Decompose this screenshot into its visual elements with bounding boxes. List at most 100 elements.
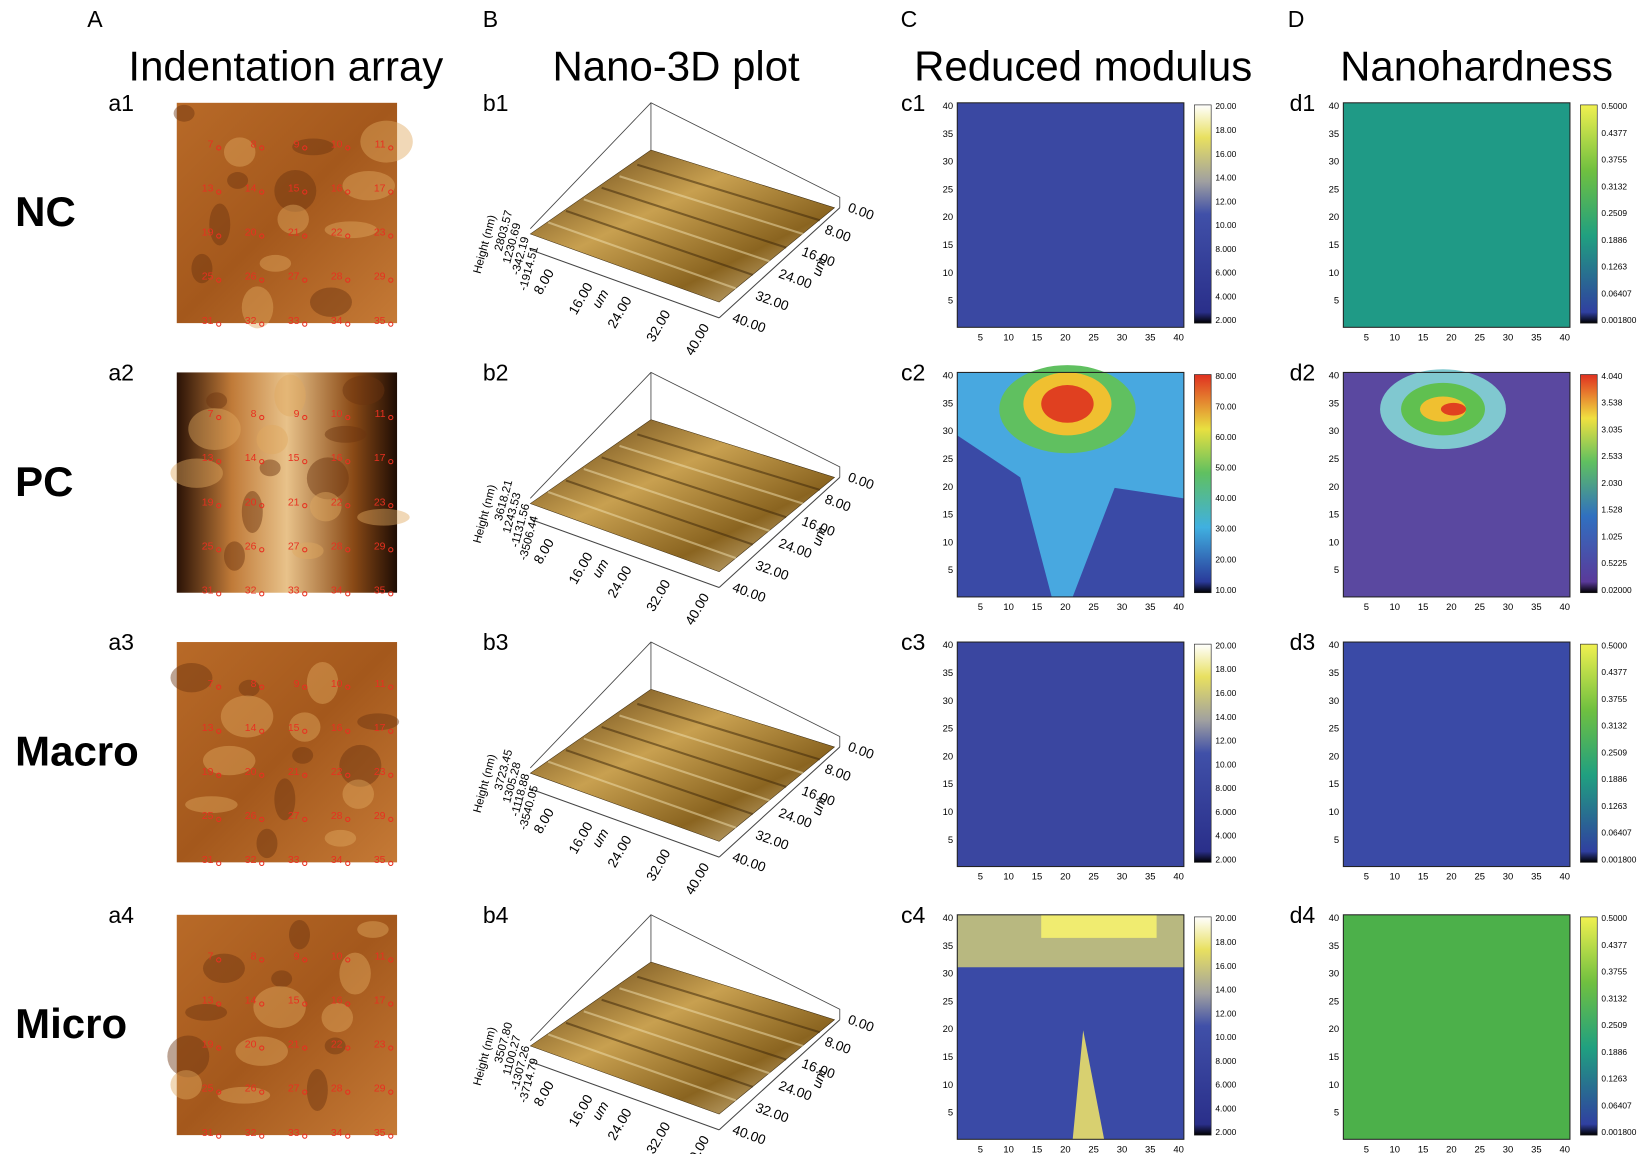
y-tick-label: 20: [943, 212, 954, 223]
x-tick-label: 30: [1503, 602, 1514, 613]
colorbar-label: 0.1886: [1601, 1047, 1627, 1057]
colorbar-label: 2.000: [1215, 1127, 1236, 1137]
indent-label: 34: [331, 316, 343, 327]
x-tick-label: 20: [1060, 1144, 1071, 1154]
y-tick-label: 35: [943, 668, 954, 679]
indent-label: 7: [208, 140, 214, 151]
y-tick-label: 40: [1329, 101, 1340, 112]
y-tick-label: 32.00: [754, 558, 792, 584]
indent-label: 34: [331, 1128, 343, 1139]
colorbar: [1194, 917, 1211, 1135]
y-tick-label: 32.00: [754, 1100, 792, 1126]
x-tick-label: 35: [1531, 602, 1542, 613]
panel-id: c3: [901, 629, 925, 655]
x-tick-label: 32.00: [643, 1119, 673, 1154]
indent-label: 20: [245, 1040, 257, 1051]
x-tick-label: 15: [1418, 872, 1429, 883]
colorbar-label: 16.00: [1215, 149, 1236, 159]
x-tick-label: 24.00: [605, 293, 635, 330]
x-tick-label: 5: [978, 332, 983, 343]
indent-label: 32: [245, 1128, 257, 1139]
colorbar: [1194, 105, 1211, 323]
indent-label: 21: [288, 767, 300, 778]
y-tick-label: 8.00: [823, 491, 853, 514]
indent-label: 17: [374, 723, 386, 734]
y-tick-label: 8.00: [823, 1034, 853, 1057]
colorbar-label: 18.00: [1215, 664, 1236, 674]
indent-label: 19: [202, 767, 214, 778]
colorbar-label: 20.00: [1215, 554, 1236, 564]
x-tick-label: 40: [1559, 602, 1570, 613]
indent-label: 33: [288, 585, 300, 596]
afm-grain: [357, 509, 409, 526]
colorbar-label: 0.4377: [1601, 667, 1627, 677]
afm-grain: [343, 779, 374, 808]
colorbar-label: 40.00: [1215, 493, 1236, 503]
colorbar-label: 2.000: [1215, 854, 1236, 864]
indent-label: 13: [202, 184, 214, 195]
indent-label: 27: [288, 811, 300, 822]
x-tick-label: 40: [1173, 1144, 1184, 1154]
x-tick-label: 40: [1559, 872, 1570, 883]
indent-label: 28: [331, 1084, 343, 1095]
y-tick-label: 30: [1329, 696, 1340, 707]
x-tick-label: 20: [1446, 1144, 1457, 1154]
indent-label: 7: [208, 679, 214, 690]
indent-label: 35: [374, 585, 386, 596]
colorbar-label: 0.5000: [1601, 640, 1627, 650]
colorbar-label: 0.3132: [1601, 721, 1627, 731]
colorbar-label: 0.5225: [1601, 558, 1627, 568]
y-tick-label: 5: [948, 296, 953, 307]
colorbar-label: 10.00: [1215, 585, 1236, 595]
y-tick-label: 10: [943, 1080, 954, 1091]
indent-label: 26: [245, 541, 257, 552]
indent-label: 16: [331, 996, 343, 1007]
column-title: Nano-3D plot: [553, 42, 801, 89]
y-tick-label: 30: [1329, 969, 1340, 980]
panel-id: b4: [483, 902, 509, 928]
colorbar-label: 2.533: [1601, 451, 1622, 461]
indent-label: 13: [202, 723, 214, 734]
x-tick-label: 30: [1503, 872, 1514, 883]
x-tick-label: 10: [1003, 602, 1014, 613]
y-tick-label: 24.00: [777, 1078, 815, 1104]
indent-label: 16: [331, 184, 343, 195]
colorbar-label: 2.030: [1601, 478, 1622, 488]
x-tick-label: 40: [1173, 332, 1184, 343]
indent-label: 20: [245, 767, 257, 778]
colorbar-label: 4.000: [1215, 291, 1236, 301]
x-tick-label: 15: [1032, 1144, 1043, 1154]
column-letter: C: [901, 6, 918, 32]
indent-label: 22: [331, 228, 343, 239]
y-tick-label: 20: [943, 482, 954, 493]
colorbar-label: 12.00: [1215, 1008, 1236, 1018]
x-tick-label: 24.00: [605, 563, 635, 600]
afm-grain: [310, 287, 352, 316]
y-tick-label: 40.00: [731, 580, 769, 606]
y-tick-label: 32.00: [754, 288, 792, 314]
colorbar-label: 70.00: [1215, 401, 1236, 411]
indent-label: 23: [374, 767, 386, 778]
panel-id: a1: [108, 90, 134, 116]
x-tick-label: 20: [1060, 332, 1071, 343]
colorbar: [1580, 644, 1597, 862]
indent-label: 25: [202, 541, 214, 552]
afm-grain: [256, 425, 287, 454]
colorbar: [1194, 375, 1211, 593]
indent-label: 15: [288, 453, 300, 464]
indent-label: 32: [245, 585, 257, 596]
colorbar-label: 10.00: [1215, 220, 1236, 230]
y-tick-label: 15: [1329, 779, 1340, 790]
x-tick-label: 40.00: [682, 321, 712, 358]
x-tick-label: 10: [1003, 872, 1014, 883]
y-tick-label: 5: [948, 565, 953, 576]
indent-label: 35: [374, 1128, 386, 1139]
x-tick-label: 25: [1088, 872, 1099, 883]
afm-grain: [174, 105, 195, 122]
panel-id: c4: [901, 902, 926, 928]
colorbar-label: 0.3132: [1601, 993, 1627, 1003]
y-tick-label: 10: [943, 537, 954, 548]
indent-label: 31: [202, 585, 214, 596]
afm-grain: [188, 408, 240, 450]
colorbar-label: 0.4377: [1601, 940, 1627, 950]
